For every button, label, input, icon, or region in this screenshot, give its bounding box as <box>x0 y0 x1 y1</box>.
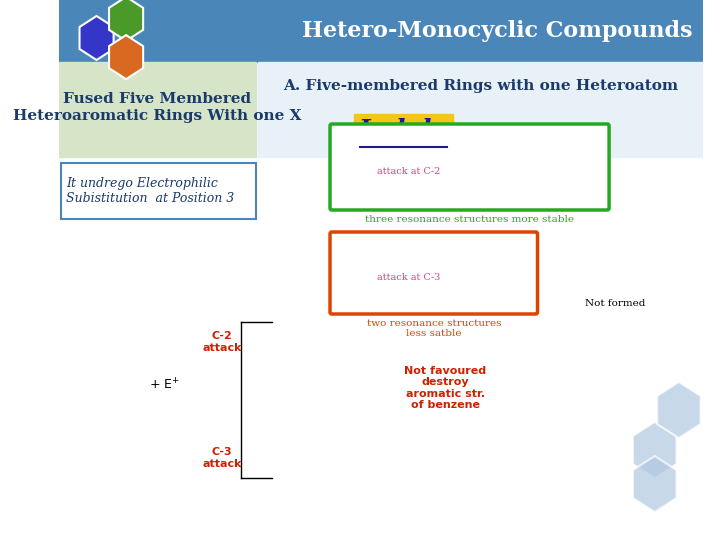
Text: Fused Five Membered
Heteroaromatic Rings With one X: Fused Five Membered Heteroaromatic Rings… <box>13 92 302 123</box>
Polygon shape <box>79 16 114 60</box>
Text: two resonance structures
less satble: two resonance structures less satble <box>366 319 501 339</box>
Bar <box>59 157 258 540</box>
Polygon shape <box>109 35 143 79</box>
Text: three resonance structures more stable: three resonance structures more stable <box>365 215 574 224</box>
Text: + E$^{+}$: + E$^{+}$ <box>149 377 180 393</box>
Polygon shape <box>657 382 701 438</box>
Text: Not favoured
destroy
aromatic str.
of benzene: Not favoured destroy aromatic str. of be… <box>405 366 487 410</box>
Text: attack at C-3: attack at C-3 <box>377 273 441 281</box>
Bar <box>258 157 703 540</box>
Text: Not formed: Not formed <box>585 299 646 307</box>
Bar <box>59 0 703 62</box>
Text: attack at C-2: attack at C-2 <box>377 167 441 177</box>
Text: It undrego Electrophilic
Subistitution  at Position 3: It undrego Electrophilic Subistitution a… <box>66 177 235 205</box>
Text: C-2
attack: C-2 attack <box>202 331 241 353</box>
Text: Indole: Indole <box>359 118 448 142</box>
Bar <box>354 114 453 152</box>
Polygon shape <box>109 0 143 41</box>
Text: Hetero-Monocyclic Compounds: Hetero-Monocyclic Compounds <box>302 20 693 42</box>
Bar <box>258 62 703 157</box>
FancyBboxPatch shape <box>330 124 609 210</box>
Text: C-3
attack: C-3 attack <box>202 447 241 469</box>
Polygon shape <box>633 456 676 512</box>
Bar <box>59 62 256 157</box>
Text: A. Five-membered Rings with one Heteroatom: A. Five-membered Rings with one Heteroat… <box>283 79 678 93</box>
Bar <box>60 163 256 219</box>
Polygon shape <box>633 422 676 478</box>
FancyBboxPatch shape <box>330 232 538 314</box>
